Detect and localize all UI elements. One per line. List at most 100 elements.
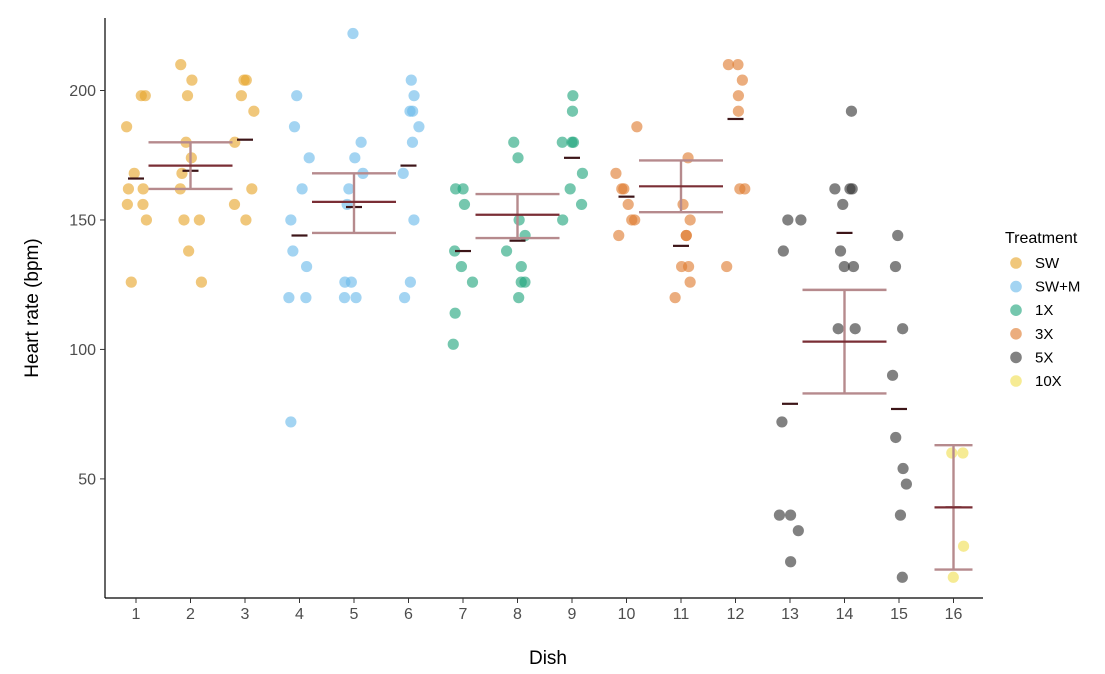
data-point [283, 292, 295, 304]
errorbar [312, 172, 396, 235]
data-point [567, 90, 579, 102]
data-point [137, 198, 149, 211]
data-point [897, 323, 909, 335]
data-point [513, 292, 525, 304]
errorbar [639, 159, 723, 214]
data-point [684, 276, 696, 288]
x-tick-label: 2 [186, 606, 195, 623]
x-tick-label: 3 [241, 606, 250, 623]
data-point [285, 416, 297, 428]
data-point [957, 540, 970, 552]
data-point [405, 74, 417, 86]
legend-label: 5X [1035, 349, 1053, 366]
x-tick-label: 12 [727, 606, 745, 623]
data-point [564, 183, 576, 195]
y-tick-label: 200 [69, 83, 96, 100]
treatment-errorbars [148, 141, 973, 571]
y-axis-ticks: 50 100 150 200 [69, 83, 105, 488]
data-point [732, 105, 744, 117]
data-point [844, 183, 856, 195]
legend-label: 1X [1035, 302, 1053, 319]
data-point [680, 229, 692, 242]
data-point [613, 229, 625, 242]
data-point [519, 276, 531, 288]
x-tick-label: 7 [459, 606, 468, 623]
x-tick-label: 10 [618, 606, 636, 623]
data-point [900, 478, 912, 490]
x-tick-label: 5 [350, 606, 359, 623]
data-point [946, 447, 958, 459]
legend-item: 3X [1010, 326, 1053, 343]
data-point [288, 121, 301, 133]
data-point [576, 167, 589, 179]
data-point [896, 571, 908, 583]
data-point [122, 183, 135, 195]
data-point [407, 105, 419, 117]
data-point [238, 74, 250, 86]
data-point [556, 136, 568, 148]
data-point [669, 292, 681, 304]
data-point [186, 74, 198, 86]
legend-item: 5X [1010, 349, 1053, 366]
data-point [792, 525, 804, 537]
legend-swatch [1010, 304, 1022, 317]
data-point [897, 462, 909, 475]
data-point [736, 74, 748, 86]
data-point [838, 260, 850, 273]
x-axis-ticks: 1 2 3 4 5 6 7 8 9 10 11 12 13 14 15 16 [132, 598, 963, 623]
x-axis-title: Dish [529, 648, 567, 669]
data-point [849, 323, 861, 335]
data-point [125, 276, 137, 288]
data-point [947, 571, 959, 583]
legend-item: 10X [1010, 373, 1062, 390]
data-point [341, 198, 353, 211]
data-point [121, 198, 133, 211]
data-point [500, 245, 513, 257]
data-point [890, 431, 902, 444]
errorbar [475, 192, 560, 240]
x-tick-label: 1 [132, 606, 141, 623]
data-point [457, 183, 469, 195]
data-point [193, 214, 205, 226]
data-point [734, 183, 746, 195]
legend-swatch [1010, 280, 1022, 293]
data-point [458, 198, 471, 211]
data-point [175, 59, 187, 71]
data-point [248, 105, 260, 117]
data-point [773, 509, 786, 521]
legend-swatch [1010, 257, 1022, 269]
data-point [345, 276, 357, 288]
data-point [777, 245, 789, 257]
data-point [300, 260, 313, 273]
y-tick-label: 100 [69, 342, 96, 359]
data-point [682, 260, 695, 273]
data-point [355, 136, 367, 148]
data-point [178, 214, 190, 226]
data-point [406, 136, 419, 148]
legend: Treatment SW SW+M 1X 3X 5X 10X [1005, 230, 1080, 390]
data-point [508, 136, 520, 148]
data-point [616, 183, 628, 195]
data-point [575, 198, 588, 211]
data-point [682, 152, 694, 164]
y-tick-label: 50 [78, 471, 96, 488]
x-tick-label: 14 [836, 606, 854, 623]
legend-item: 1X [1010, 302, 1053, 319]
data-point [449, 245, 461, 257]
data-point [338, 292, 351, 304]
data-point [566, 136, 578, 148]
data-point [795, 214, 807, 226]
data-point [512, 152, 524, 164]
data-point [784, 509, 797, 521]
data-point [398, 292, 411, 304]
data-point [449, 307, 461, 319]
data-point [447, 338, 459, 350]
data-point [785, 556, 797, 568]
data-point [892, 229, 904, 242]
data-point [776, 416, 788, 428]
data-point [837, 198, 849, 211]
data-point [404, 276, 416, 288]
data-point [140, 214, 153, 226]
data-point [894, 509, 907, 521]
